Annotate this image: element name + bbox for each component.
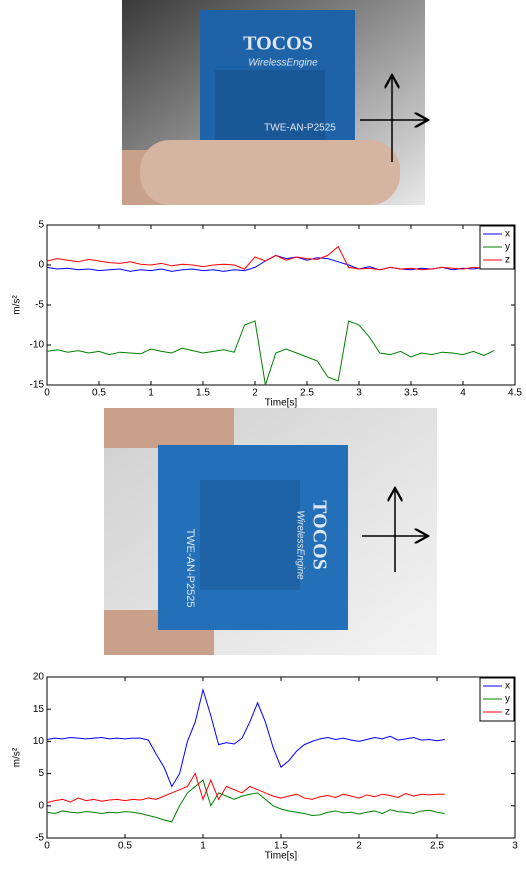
y-tick-label: -5 [35, 300, 44, 311]
x-tick-label: 1.5 [196, 388, 210, 399]
legend-label: y [505, 694, 510, 705]
x-tick-label: 1 [200, 841, 206, 852]
x-tick-label: 3.5 [404, 388, 418, 399]
board-model: TWE-AN-P2525 [184, 529, 196, 608]
x-axis-label: Time[s] [265, 851, 298, 862]
y-tick-label: 10 [33, 736, 45, 747]
y-tick-label: 20 [33, 672, 45, 683]
x-tick-label: 0.5 [92, 388, 106, 399]
board-brand: TOCOS [308, 500, 330, 570]
y-tick-label: 15 [33, 704, 45, 715]
page: TOCOS WirelessEngine TWE-AN-P2525 TOCOS … [0, 0, 526, 869]
legend-label: x [505, 229, 510, 240]
x-tick-label: 3 [512, 841, 518, 852]
board-brand: TOCOS [243, 33, 313, 55]
y-tick-label: 5 [38, 220, 44, 231]
y-tick-label: 5 [38, 768, 44, 779]
x-tick-label: 3 [356, 388, 362, 399]
board-subtitle: WirelessEngine [248, 58, 318, 69]
x-tick-label: 4 [460, 388, 466, 399]
y-tick-label: -15 [30, 380, 45, 391]
y-tick-label: 0 [38, 260, 44, 271]
y-tick-label: -5 [35, 833, 44, 844]
photo: TOCOS WirelessEngine TWE-AN-P2525 [104, 408, 437, 655]
board-subtitle: WirelessEngine [294, 510, 305, 580]
plot-area [47, 677, 515, 838]
x-tick-label: 0 [44, 841, 50, 852]
x-tick-label: 2 [356, 841, 362, 852]
legend-label: y [505, 242, 510, 253]
legend-label: x [505, 681, 510, 692]
x-tick-label: 4.5 [508, 388, 522, 399]
legend-label: z [505, 707, 510, 718]
x-tick-label: 2 [252, 388, 258, 399]
y-tick-label: -10 [30, 340, 45, 351]
x-tick-label: 1 [148, 388, 154, 399]
x-axis-label: Time[s] [265, 398, 298, 409]
x-tick-label: 0 [44, 388, 50, 399]
x-tick-label: 2.5 [430, 841, 444, 852]
plot-area [47, 225, 515, 385]
y-tick-label: 0 [38, 800, 44, 811]
board-model: TWE-AN-P2525 [264, 123, 336, 134]
photo: TOCOS WirelessEngine TWE-AN-P2525 [122, 0, 428, 205]
figure: TOCOS WirelessEngine TWE-AN-P2525 TOCOS … [0, 0, 526, 869]
y-axis-label: m/s² [12, 295, 23, 315]
y-axis-label: m/s² [12, 747, 23, 767]
x-tick-label: 2.5 [300, 388, 314, 399]
legend-label: z [505, 255, 510, 266]
x-tick-label: 0.5 [118, 841, 132, 852]
